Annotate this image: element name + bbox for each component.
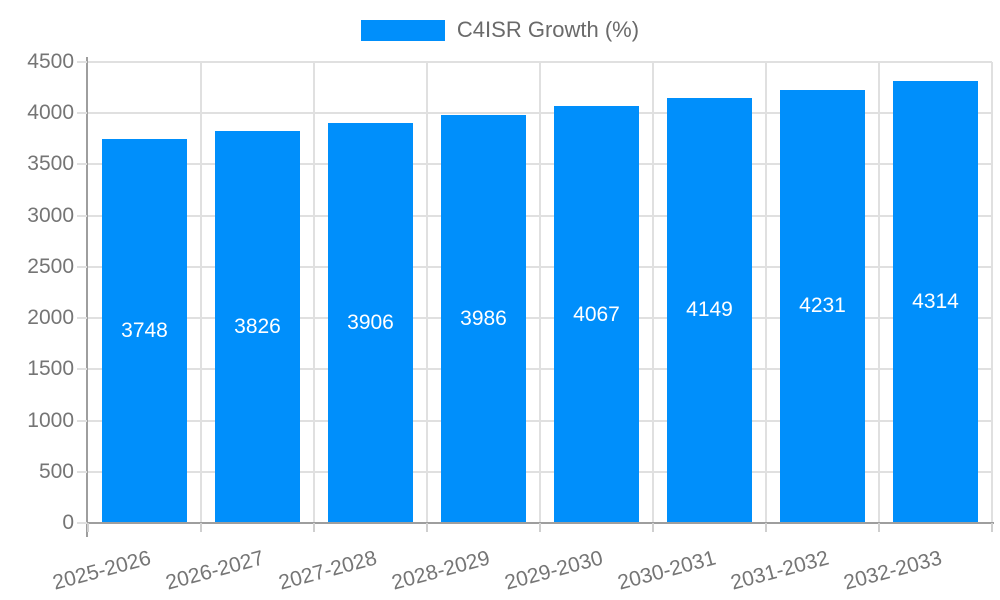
y-axis-tick-label: 1500 <box>27 357 74 381</box>
y-axis-tick <box>77 265 87 268</box>
y-axis-tick <box>77 61 87 63</box>
v-gridline <box>313 62 315 523</box>
v-gridline <box>991 62 993 523</box>
x-axis-tick <box>426 523 428 532</box>
y-axis-tick-label: 4500 <box>27 50 74 73</box>
bar[interactable] <box>554 106 639 523</box>
legend-label: C4ISR Growth (%) <box>456 17 640 42</box>
v-gridline <box>765 62 767 523</box>
x-axis-tick-label: 2030-2031 <box>615 546 719 595</box>
x-axis-tick-label: 2031-2032 <box>728 546 832 595</box>
y-axis-tick <box>77 470 87 473</box>
y-axis-tick <box>77 214 87 217</box>
v-gridline <box>652 62 654 523</box>
x-axis-tick <box>991 523 993 532</box>
v-gridline <box>539 62 541 523</box>
y-axis-tick-label: 500 <box>38 459 74 483</box>
x-axis-tick-label: 2028-2029 <box>389 546 493 595</box>
bar[interactable] <box>667 97 752 523</box>
y-axis-tick <box>77 317 87 320</box>
y-axis-tick <box>77 368 87 371</box>
bar[interactable] <box>780 89 865 523</box>
x-axis-tick <box>87 523 89 532</box>
plot-area: 3748 3826 3906 3986 4067 4149 4231 4314 <box>88 61 993 523</box>
v-gridline <box>878 62 880 523</box>
y-axis-tick-label: 0 <box>62 511 74 534</box>
x-axis-tick-label: 2026-2027 <box>163 546 267 595</box>
bar[interactable] <box>215 131 300 523</box>
x-axis-tick-label: 2029-2030 <box>502 546 606 595</box>
y-axis-tick <box>77 522 87 524</box>
y-axis-tick-label: 3000 <box>27 203 74 227</box>
x-axis-tick <box>539 523 541 532</box>
x-axis-tick <box>200 523 202 532</box>
bar[interactable] <box>893 81 978 523</box>
bar[interactable] <box>102 139 187 523</box>
bar[interactable] <box>441 114 526 523</box>
chart-legend[interactable]: C4ISR Growth (%) <box>0 18 1000 42</box>
y-axis-tick <box>77 112 87 115</box>
y-axis-tick-label: 1000 <box>27 408 74 432</box>
x-axis-tick <box>652 523 654 532</box>
y-axis-tick-label: 2000 <box>27 306 74 330</box>
y-axis-tick-label: 4000 <box>27 101 74 125</box>
x-axis-tick-label: 2027-2028 <box>276 546 380 595</box>
x-axis-tick-label: 2025-2026 <box>50 546 154 595</box>
v-gridline <box>200 62 202 523</box>
y-axis-tick <box>77 419 87 422</box>
y-axis-tick-label: 2500 <box>27 254 74 278</box>
bar[interactable] <box>328 122 413 523</box>
legend-swatch-icon <box>360 19 445 41</box>
y-axis-line <box>86 57 88 537</box>
v-gridline <box>426 62 428 523</box>
x-axis-tick <box>765 523 767 532</box>
x-axis-tick <box>313 523 315 532</box>
y-axis-tick <box>77 163 87 166</box>
x-axis-tick <box>878 523 880 532</box>
x-axis-labels: 2025-2026 2026-2027 2027-2028 2028-2029 2029… <box>50 530 992 600</box>
x-axis-line <box>88 522 994 524</box>
y-axis-tick-label: 3500 <box>27 152 74 176</box>
x-axis-tick-label: 2032-2033 <box>841 546 945 595</box>
